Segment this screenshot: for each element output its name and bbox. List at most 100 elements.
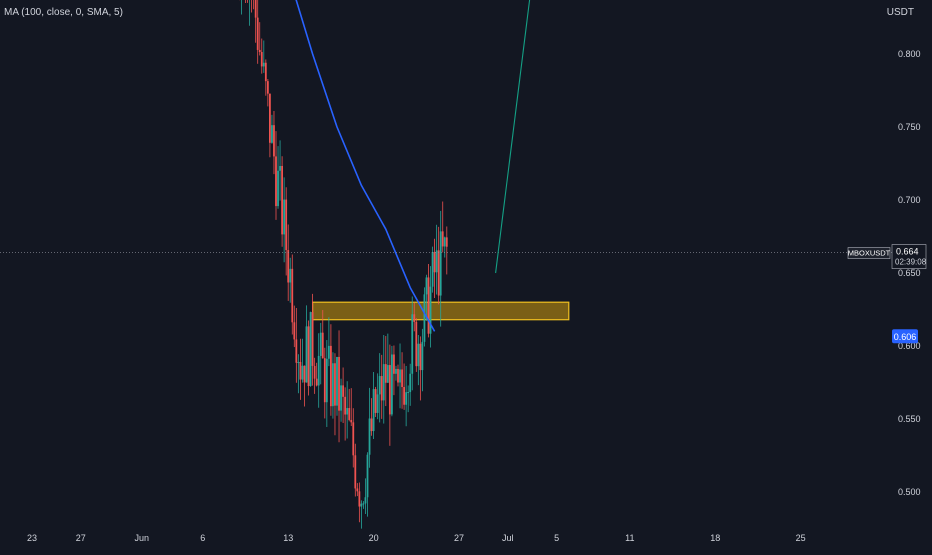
- candle-body: [336, 357, 338, 406]
- candle: [287, 224, 289, 300]
- candle: [363, 501, 365, 509]
- candle-body: [436, 250, 438, 272]
- x-axis-tick: 27: [76, 533, 86, 543]
- candle-body: [344, 397, 346, 415]
- candle-body: [440, 231, 442, 295]
- candle: [300, 339, 302, 400]
- candle-body: [271, 125, 273, 143]
- candle: [393, 346, 395, 396]
- bar-countdown: 02:39:08: [895, 258, 927, 267]
- indicator-legend[interactable]: MA (100, close, 0, SMA, 5): [4, 7, 123, 18]
- candle-body: [302, 366, 304, 380]
- level-price-tag[interactable]: 0.606: [892, 329, 918, 343]
- candle: [399, 344, 401, 409]
- candle: [367, 452, 369, 516]
- candle: [267, 79, 269, 106]
- candle-body: [407, 392, 409, 393]
- candle: [346, 381, 348, 438]
- candle-body: [318, 356, 320, 386]
- candle-body: [377, 394, 379, 413]
- candle: [438, 227, 440, 305]
- candle-body: [385, 364, 387, 383]
- candle: [379, 353, 381, 422]
- candle-body: [346, 408, 348, 414]
- candle-body: [277, 171, 279, 206]
- candle: [350, 388, 352, 426]
- candle-body: [405, 392, 407, 405]
- candle-body: [352, 422, 354, 455]
- candle: [271, 115, 273, 144]
- candle-body: [330, 346, 332, 406]
- candle-body: [304, 366, 306, 383]
- candle-body: [332, 363, 334, 406]
- candle: [383, 335, 385, 424]
- candle: [442, 202, 444, 253]
- candle-body: [387, 365, 389, 383]
- candle: [397, 365, 399, 387]
- candle: [336, 357, 338, 416]
- candle-body: [358, 491, 360, 506]
- candle-body: [391, 354, 393, 414]
- candle: [308, 321, 310, 396]
- candle-body: [422, 342, 424, 370]
- candle-body: [367, 455, 369, 498]
- y-axis-tick: 0.650: [898, 268, 921, 278]
- candle-body: [289, 269, 291, 283]
- candle-body: [300, 362, 302, 380]
- candle: [401, 352, 403, 408]
- candle-body: [259, 50, 261, 52]
- candle-body: [369, 418, 371, 454]
- candle-body: [403, 387, 405, 405]
- candle-body: [267, 81, 269, 93]
- candle: [273, 111, 275, 174]
- candle: [289, 258, 291, 303]
- candle: [432, 247, 434, 293]
- candle: [373, 372, 375, 439]
- candle-body: [342, 385, 344, 396]
- candle-body: [308, 326, 310, 386]
- level-tag-label: 0.606: [894, 332, 917, 342]
- y-axis-tick: 0.500: [898, 487, 921, 497]
- candle-body: [381, 376, 383, 400]
- candle: [422, 329, 424, 391]
- candle: [283, 177, 285, 262]
- candle: [358, 482, 360, 522]
- candle: [330, 324, 332, 415]
- moving-average-line[interactable]: [8, 0, 435, 331]
- candle: [316, 363, 318, 387]
- candle-body: [399, 369, 401, 382]
- candle: [356, 483, 358, 496]
- candle: [395, 366, 397, 381]
- candle-body: [401, 369, 403, 387]
- candle-body: [314, 366, 316, 379]
- candle-body: [326, 359, 328, 402]
- candle-body: [322, 333, 324, 359]
- candle-body: [295, 339, 297, 362]
- candle: [255, 0, 257, 43]
- y-axis-tick: 0.750: [898, 122, 921, 132]
- candle: [424, 287, 426, 346]
- candle-body: [306, 326, 308, 382]
- candle-body: [334, 363, 336, 405]
- candle: [261, 39, 263, 74]
- candle: [304, 365, 306, 406]
- projection-line[interactable]: [496, 0, 581, 273]
- candle: [247, 0, 249, 3]
- candle: [297, 354, 299, 393]
- candle: [263, 40, 265, 72]
- candle-body: [291, 269, 293, 322]
- candle: [407, 385, 409, 412]
- candle-body: [279, 166, 281, 171]
- candle-body: [283, 200, 285, 235]
- candle-body: [383, 364, 385, 400]
- candle: [269, 94, 271, 158]
- y-axis-tick: 0.700: [898, 195, 921, 205]
- candle-body: [263, 63, 265, 67]
- candle-body: [389, 365, 391, 414]
- candle: [257, 0, 259, 64]
- candle-body: [310, 312, 312, 386]
- y-axis-tick: 0.550: [898, 414, 921, 424]
